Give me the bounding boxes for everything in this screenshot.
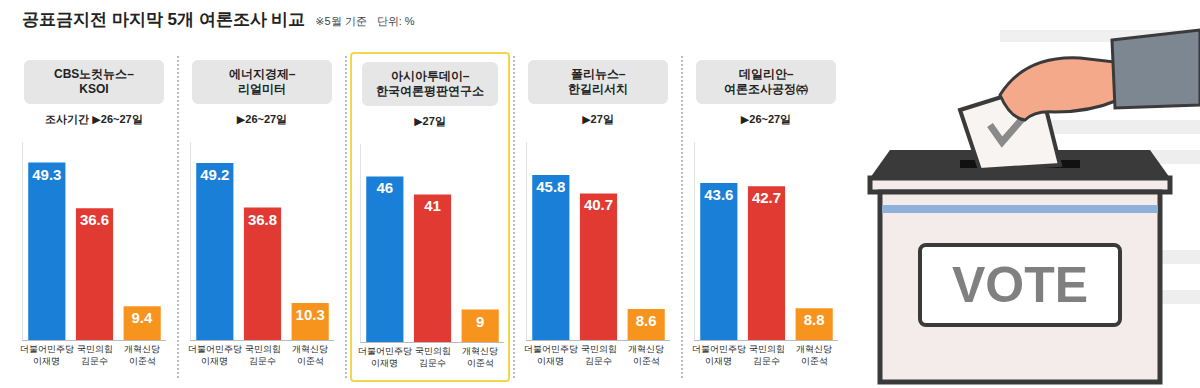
svg-text:국민의힘김문수: 국민의힘김문수 <box>415 346 451 368</box>
html-text:CBS노컷뉴스–: CBS노컷뉴스– <box>54 67 134 81</box>
svg-text:46: 46 <box>376 179 393 196</box>
svg-text:49.2: 49.2 <box>200 166 229 183</box>
svg-text:개혁신당이준석: 개혁신당이준석 <box>124 344 160 366</box>
svg-text:국민의힘김문수: 국민의힘김문수 <box>749 344 785 366</box>
html-text:한국여론평판연구소: 한국여론평판연구소 <box>376 84 484 98</box>
svg-text:개혁신당이준석: 개혁신당이준석 <box>796 344 832 366</box>
html-text:단위: %: 단위: % <box>376 15 415 27</box>
html-text:여론조사공정㈜: 여론조사공정㈜ <box>724 82 808 96</box>
svg-text:10.3: 10.3 <box>296 306 325 323</box>
svg-text:더불어민주당이재명: 더불어민주당이재명 <box>692 344 746 366</box>
html-text:▶26~27일: ▶26~27일 <box>236 113 288 125</box>
svg-text:49.3: 49.3 <box>32 166 61 183</box>
html-text:데일리안–: 데일리안– <box>738 67 794 81</box>
html-text:KSOI: KSOI <box>79 82 109 96</box>
html-text:▶26~27일: ▶26~27일 <box>740 113 792 125</box>
svg-text:개혁신당이준석: 개혁신당이준석 <box>628 344 664 366</box>
html-text:한길리서치: 한길리서치 <box>568 82 628 96</box>
svg-text:45.8: 45.8 <box>536 178 565 195</box>
svg-text:국민의힘김문수: 국민의힘김문수 <box>77 344 113 366</box>
svg-text:VOTE: VOTE <box>952 257 1088 313</box>
svg-text:41: 41 <box>424 197 441 214</box>
html-text:▶27일: ▶27일 <box>414 115 446 127</box>
svg-text:43.6: 43.6 <box>704 186 733 203</box>
html-text:폴리뉴스–: 폴리뉴스– <box>570 67 626 81</box>
svg-text:36.8: 36.8 <box>248 211 277 228</box>
html-text:공표금지전 마지막 5개 여론조사 비교: 공표금지전 마지막 5개 여론조사 비교 <box>22 10 306 29</box>
svg-text:더불어민주당이재명: 더불어민주당이재명 <box>358 346 412 368</box>
svg-text:8.6: 8.6 <box>636 312 657 329</box>
svg-text:9.4: 9.4 <box>131 309 153 326</box>
svg-text:더불어민주당이재명: 더불어민주당이재명 <box>524 344 578 366</box>
svg-text:더불어민주당이재명: 더불어민주당이재명 <box>20 344 74 366</box>
svg-text:국민의힘김문수: 국민의힘김문수 <box>245 344 281 366</box>
svg-text:개혁신당이준석: 개혁신당이준석 <box>292 344 328 366</box>
html-text:※5월 기준: ※5월 기준 <box>315 15 367 27</box>
svg-text:개혁신당이준석: 개혁신당이준석 <box>462 346 498 368</box>
svg-text:42.7: 42.7 <box>752 189 781 206</box>
svg-text:8.8: 8.8 <box>804 311 825 328</box>
svg-text:9: 9 <box>476 313 484 330</box>
html-text:리얼미터: 리얼미터 <box>238 82 286 96</box>
svg-text:40.7: 40.7 <box>584 196 613 213</box>
html-text:아시아투데이–: 아시아투데이– <box>390 69 470 83</box>
html-text:조사기간 ▶26~27일: 조사기간 ▶26~27일 <box>45 113 143 125</box>
svg-text:36.6: 36.6 <box>80 211 109 228</box>
html-text:에너지경제–: 에너지경제– <box>228 67 296 81</box>
svg-text:국민의힘김문수: 국민의힘김문수 <box>581 344 617 366</box>
svg-text:더불어민주당이재명: 더불어민주당이재명 <box>188 344 242 366</box>
html-text:▶27일: ▶27일 <box>582 113 614 125</box>
